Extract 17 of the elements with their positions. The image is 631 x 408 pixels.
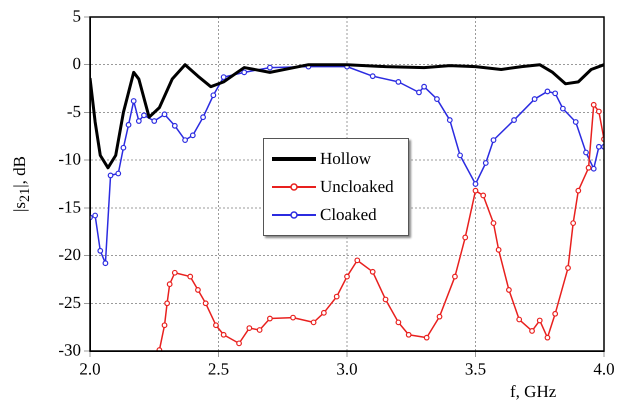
y-tick-label: -25	[58, 292, 81, 312]
x-tick-label: 3.5	[464, 360, 486, 379]
y-tick-label: 5	[72, 6, 81, 26]
x-axis-title: f, GHz	[510, 382, 556, 402]
legend-label: Hollow	[320, 148, 371, 170]
y-tick-label: -10	[58, 150, 81, 169]
x-tick-label: 3.0	[336, 360, 358, 379]
legend-label: Uncloaked	[320, 176, 394, 198]
y-tick-label: 0	[72, 54, 81, 74]
x-tick-label: 4.0	[593, 360, 615, 379]
legend-label: Cloaked	[320, 204, 377, 226]
x-tick-label: 2.5	[208, 360, 230, 379]
y-tick-label: -30	[58, 340, 81, 360]
x-tick-label: 2.0	[79, 360, 101, 379]
y-tick-label: -15	[58, 197, 81, 216]
y-tick-label: -5	[66, 102, 81, 121]
y-tick-label: -20	[58, 245, 81, 264]
